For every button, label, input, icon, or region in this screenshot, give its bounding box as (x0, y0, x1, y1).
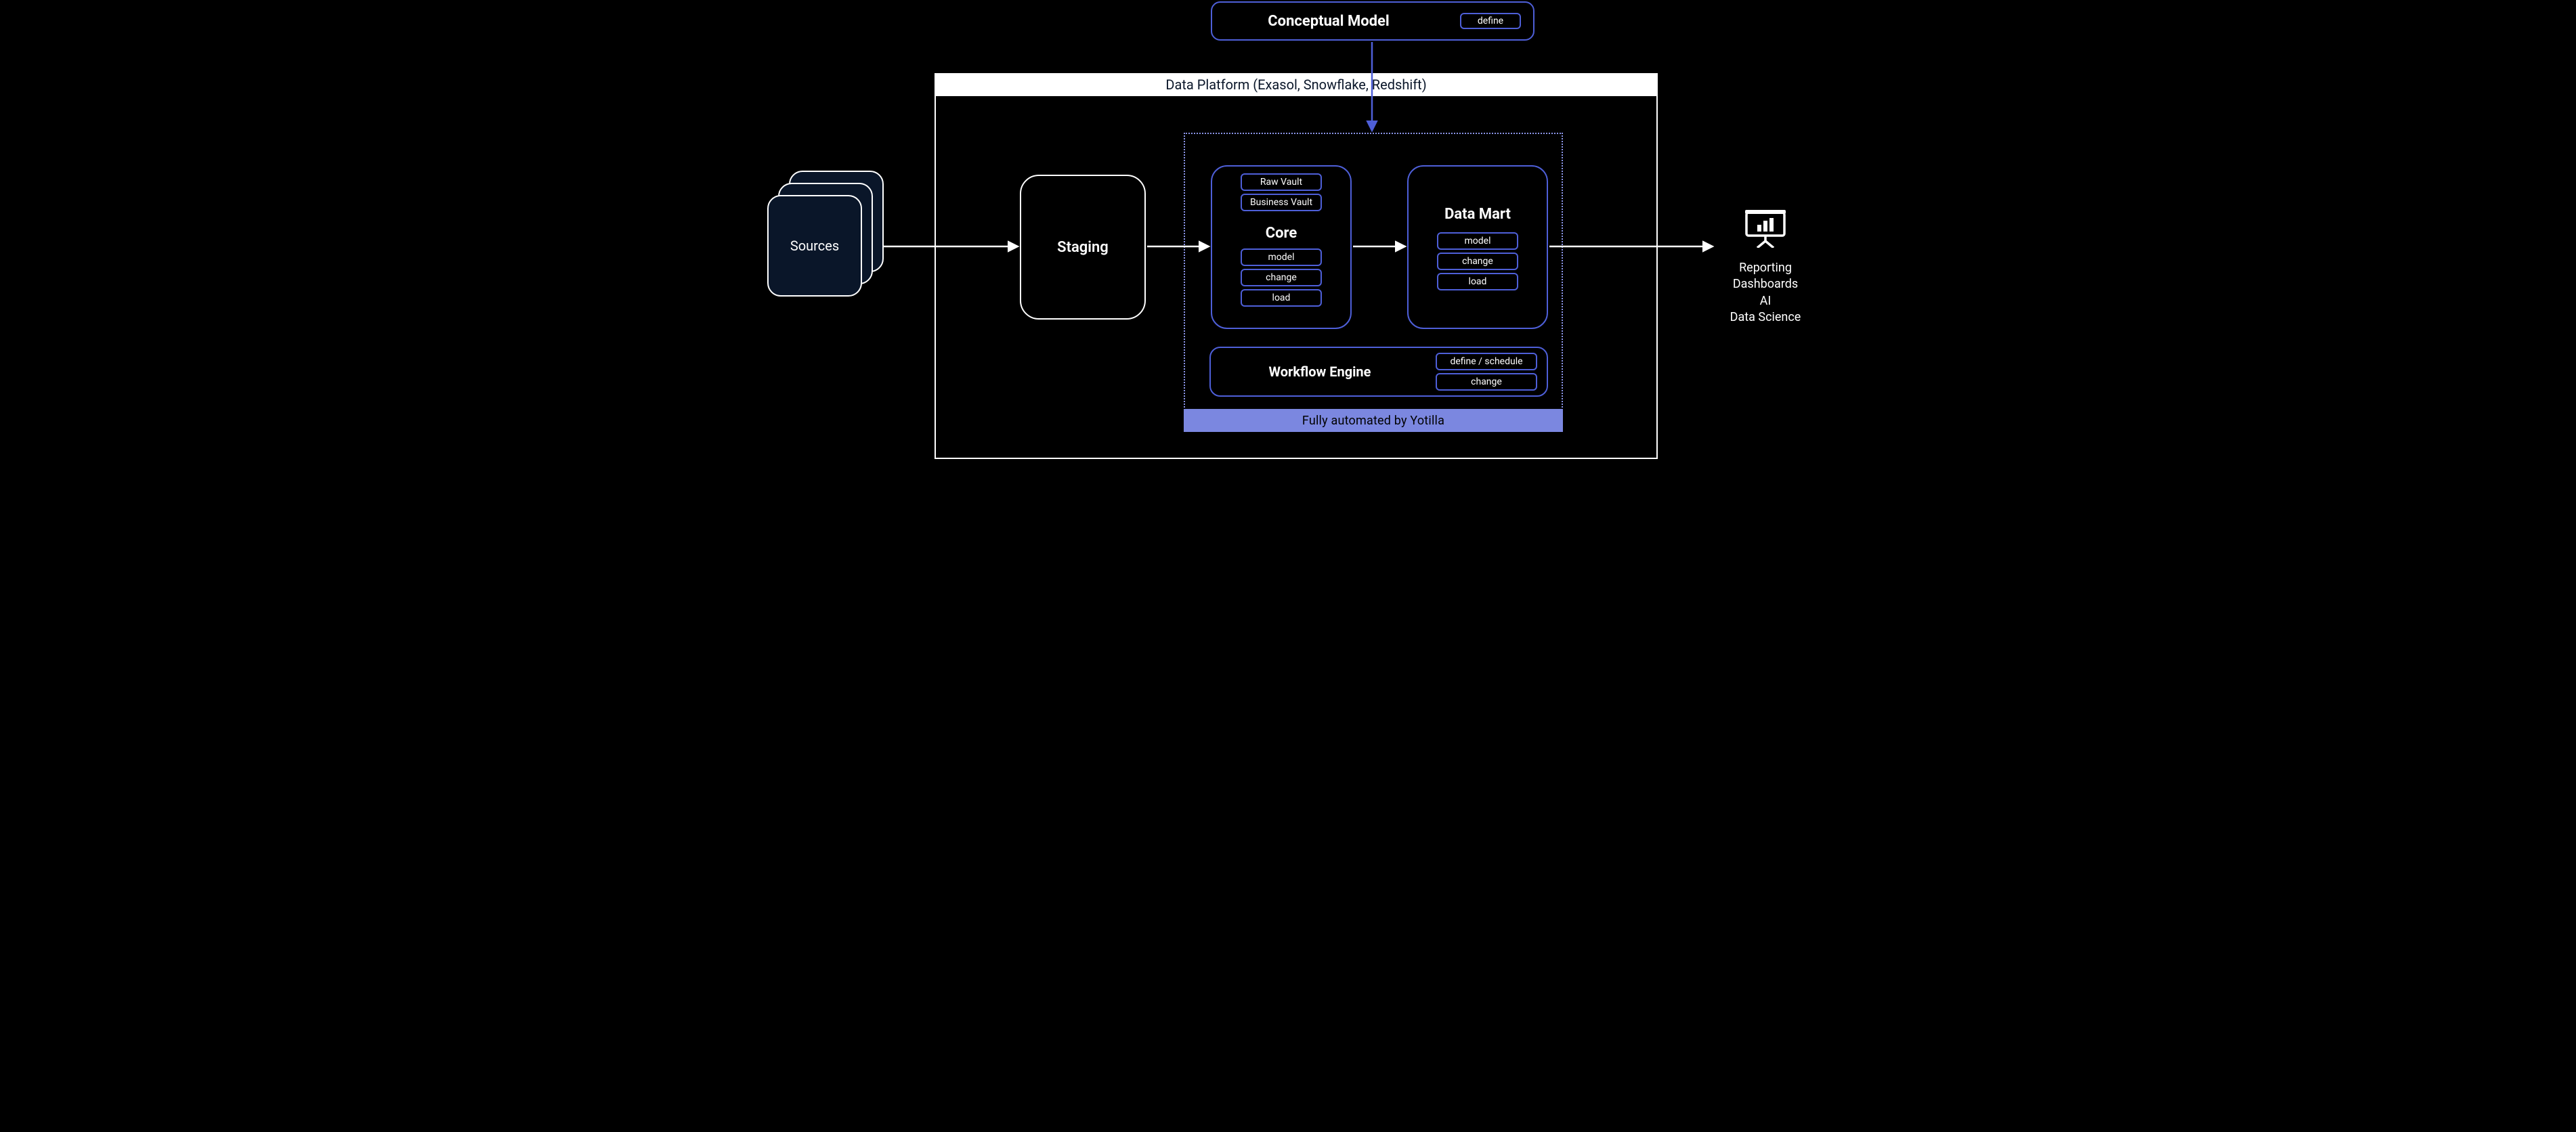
core-title: Core (1266, 225, 1297, 242)
conceptual-define-pill: define (1460, 13, 1521, 29)
sources-stack: Sources (766, 171, 870, 299)
conceptual-model-title: Conceptual Model (1224, 13, 1433, 30)
output-line-3: AI (1760, 293, 1772, 309)
datamart-box: Data Mart model change load (1407, 165, 1548, 329)
core-box: Raw Vault Business Vault Core model chan… (1211, 165, 1352, 329)
core-change-pill: change (1241, 269, 1322, 286)
core-model-pill: model (1241, 248, 1322, 266)
datamart-model-pill: model (1437, 232, 1518, 250)
output-line-1: Reporting (1739, 260, 1792, 276)
automated-footer: Fully automated by Yotilla (1184, 409, 1563, 432)
core-business-vault-pill: Business Vault (1241, 194, 1322, 211)
sources-label: Sources (790, 238, 839, 254)
workflow-engine-box: Workflow Engine define / schedule change (1209, 347, 1548, 397)
datamart-change-pill: change (1437, 253, 1518, 270)
diagram-canvas: Conceptual Model define Data Platform (E… (763, 0, 1813, 462)
output-line-4: Data Science (1730, 309, 1801, 326)
staging-box: Staging (1020, 175, 1146, 320)
workflow-change-pill: change (1436, 373, 1537, 391)
core-raw-vault-pill: Raw Vault (1241, 173, 1322, 191)
datamart-load-pill: load (1437, 273, 1518, 290)
sources-card-front: Sources (767, 195, 862, 297)
workflow-define-pill: define / schedule (1436, 353, 1537, 370)
output-block: Reporting Dashboards AI Data Science (1720, 209, 1811, 326)
staging-label: Staging (1057, 239, 1109, 256)
output-line-2: Dashboards (1733, 276, 1798, 292)
presentation-icon (1744, 209, 1787, 248)
data-platform-header: Data Platform (Exasol, Snowflake, Redshi… (935, 73, 1658, 96)
conceptual-model-box: Conceptual Model define (1211, 1, 1534, 41)
workflow-engine-title: Workflow Engine (1220, 364, 1419, 380)
core-load-pill: load (1241, 289, 1322, 307)
datamart-title: Data Mart (1444, 206, 1511, 223)
